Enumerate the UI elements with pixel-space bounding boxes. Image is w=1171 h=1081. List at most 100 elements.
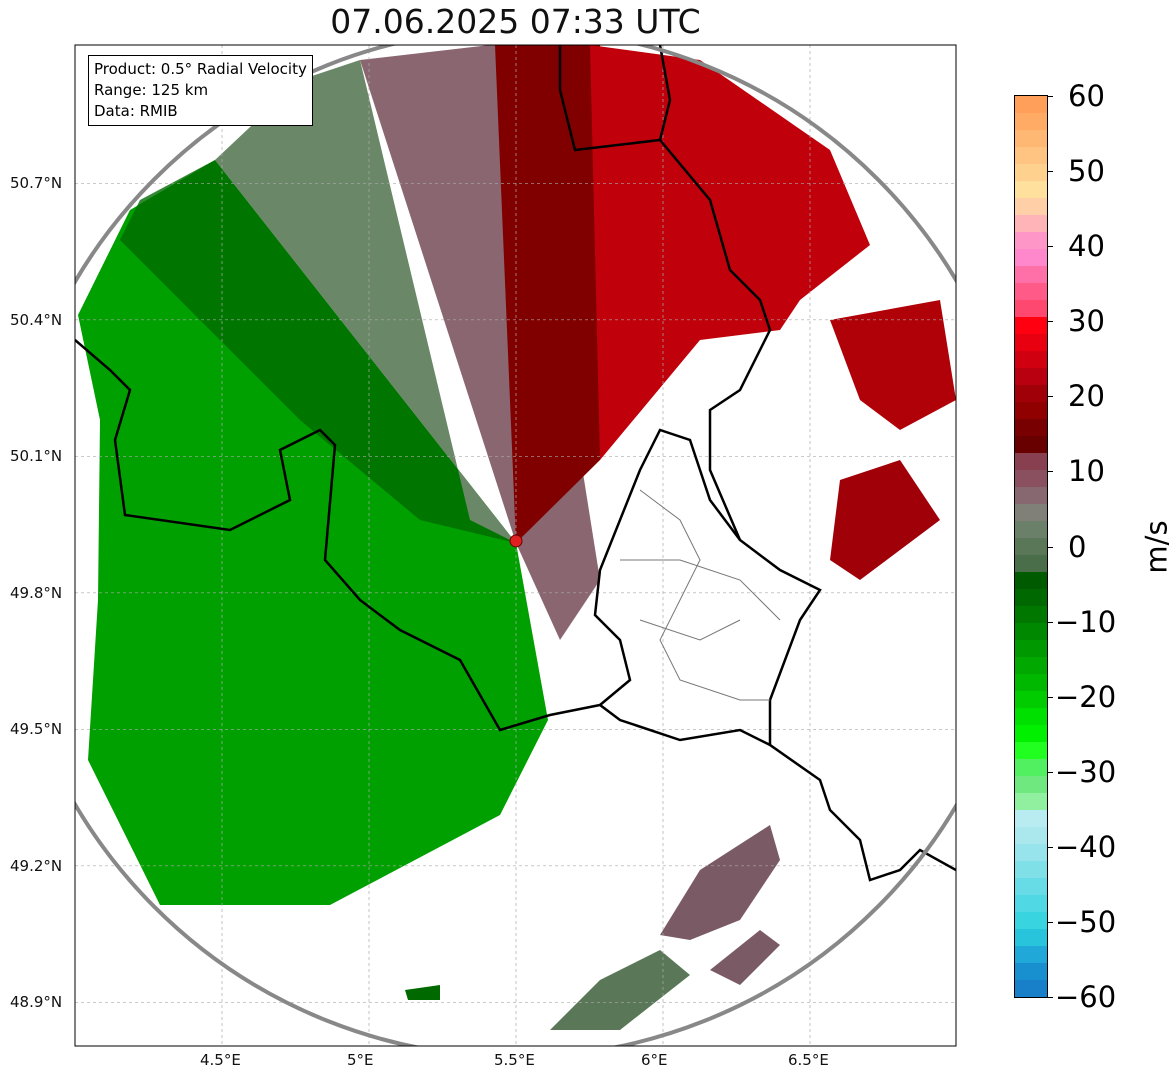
colorbar-swatch xyxy=(1015,504,1047,521)
colorbar-swatch xyxy=(1015,589,1047,606)
colorbar-swatch xyxy=(1015,385,1047,402)
colorbar-tick-label: −60 xyxy=(1055,980,1117,1014)
colorbar-swatch xyxy=(1015,419,1047,436)
colorbar-tick-mark xyxy=(1047,921,1053,923)
colorbar-swatch xyxy=(1015,827,1047,844)
lon-tick-label: 5.5°E xyxy=(494,1051,535,1069)
colorbar-swatch xyxy=(1015,164,1047,181)
colorbar-swatch xyxy=(1015,759,1047,776)
echo-grey-green xyxy=(215,60,516,543)
colorbar-tick-mark xyxy=(1047,96,1053,97)
colorbar-swatch xyxy=(1015,572,1047,589)
lat-tick-label: 50.4°N xyxy=(10,310,63,329)
colorbar-swatch xyxy=(1015,776,1047,793)
range-label: Range: 125 km xyxy=(94,81,209,99)
lon-tick-label: 6.5°E xyxy=(788,1051,829,1069)
colorbar-tick-label: 0 xyxy=(1068,529,1087,564)
colorbar-swatch xyxy=(1015,606,1047,623)
colorbar-swatch xyxy=(1015,623,1047,640)
colorbar-tick-label: −30 xyxy=(1055,754,1117,789)
echo-grey-sw xyxy=(550,950,690,1030)
colorbar-swatch xyxy=(1015,657,1047,674)
colorbar-swatch xyxy=(1015,895,1047,912)
colorbar-swatch xyxy=(1015,487,1047,504)
colorbar-tick-mark xyxy=(1047,171,1053,173)
colorbar-swatch xyxy=(1015,96,1047,113)
colorbar-swatch xyxy=(1015,436,1047,453)
colorbar-tick-label: −50 xyxy=(1055,904,1117,939)
colorbar-swatch xyxy=(1015,470,1047,487)
gridlines xyxy=(75,45,956,1046)
lon-tick-label: 6°E xyxy=(641,1051,668,1069)
colorbar-tick-label: −10 xyxy=(1055,604,1117,639)
lon-tick-label: 4.5°E xyxy=(200,1051,241,1069)
lon-tick-label: 5°E xyxy=(347,1051,374,1069)
colorbar-swatch xyxy=(1015,283,1047,300)
colorbar-tick-label: 60 xyxy=(1068,79,1105,113)
colorbar-swatch xyxy=(1015,640,1047,657)
echo-red xyxy=(590,45,870,460)
colorbar-swatch xyxy=(1015,538,1047,555)
product-label: Product: 0.5° Radial Velocity xyxy=(94,60,307,78)
colorbar-tick-label: 40 xyxy=(1068,229,1105,264)
colorbar-swatch xyxy=(1015,810,1047,827)
echo-inbound-green xyxy=(78,160,548,905)
colorbar-swatch xyxy=(1015,708,1047,725)
colorbar-swatch xyxy=(1015,249,1047,266)
colorbar-swatch xyxy=(1015,844,1047,861)
colorbar-tick-mark xyxy=(1047,696,1053,698)
lat-tick-label: 50.7°N xyxy=(10,174,63,193)
colorbar-swatch xyxy=(1015,334,1047,351)
colorbar-swatch xyxy=(1015,300,1047,317)
colorbar-swatch xyxy=(1015,198,1047,215)
colorbar-tick-label: 10 xyxy=(1068,454,1105,489)
colorbar-swatch xyxy=(1015,929,1047,946)
colorbar-tick-mark xyxy=(1047,771,1053,773)
colorbar-swatch xyxy=(1015,351,1047,368)
data-source-label: Data: RMIB xyxy=(94,102,178,120)
colorbar-swatch xyxy=(1015,215,1047,232)
echo-red-east xyxy=(830,300,956,430)
colorbar-tick-mark xyxy=(1047,471,1053,473)
echo-mauve-se xyxy=(660,825,780,940)
colorbar-swatch xyxy=(1015,691,1047,708)
velocity-echoes xyxy=(78,45,956,1030)
colorbar-swatch xyxy=(1015,742,1047,759)
colorbar-swatch xyxy=(1015,793,1047,810)
colorbar-swatch xyxy=(1015,130,1047,147)
echo-mauve-se2 xyxy=(710,930,780,985)
product-info-box: Product: 0.5° Radial Velocity Range: 125… xyxy=(88,55,313,126)
echo-green-s xyxy=(405,985,440,1000)
colorbar-tick-mark xyxy=(1047,321,1053,323)
colorbar-tick-label: −20 xyxy=(1055,679,1117,714)
echo-dark-green xyxy=(120,160,516,543)
colorbar-swatch xyxy=(1015,725,1047,742)
colorbar-swatch xyxy=(1015,963,1047,980)
colorbar-tick-mark xyxy=(1047,997,1053,998)
plot-frame xyxy=(74,44,957,1047)
colorbar-tick-mark xyxy=(1047,396,1053,398)
chart-title: 07.06.2025 07:33 UTC xyxy=(330,2,701,41)
colorbar-swatch xyxy=(1015,980,1047,997)
colorbar-swatch xyxy=(1015,317,1047,334)
colorbar-swatch xyxy=(1015,946,1047,963)
lat-tick-label: 50.1°N xyxy=(10,447,63,466)
lat-tick-label: 49.5°N xyxy=(10,720,63,739)
lat-tick-label: 49.2°N xyxy=(10,856,63,875)
radar-site-marker xyxy=(509,534,523,548)
colorbar-tick-mark xyxy=(1047,246,1053,248)
colorbar xyxy=(1014,95,1048,998)
colorbar-unit-label: m/s xyxy=(1139,520,1171,574)
colorbar-tick-label: 20 xyxy=(1068,379,1105,414)
colorbar-swatch xyxy=(1015,555,1047,572)
colorbar-swatch xyxy=(1015,232,1047,249)
colorbar-tick-label: 50 xyxy=(1068,154,1105,189)
colorbar-tick-mark xyxy=(1047,846,1053,848)
colorbar-swatch xyxy=(1015,181,1047,198)
colorbar-swatch xyxy=(1015,878,1047,895)
colorbar-tick-mark xyxy=(1047,546,1053,548)
colorbar-swatch xyxy=(1015,521,1047,538)
colorbar-swatch xyxy=(1015,453,1047,470)
colorbar-swatch xyxy=(1015,147,1047,164)
